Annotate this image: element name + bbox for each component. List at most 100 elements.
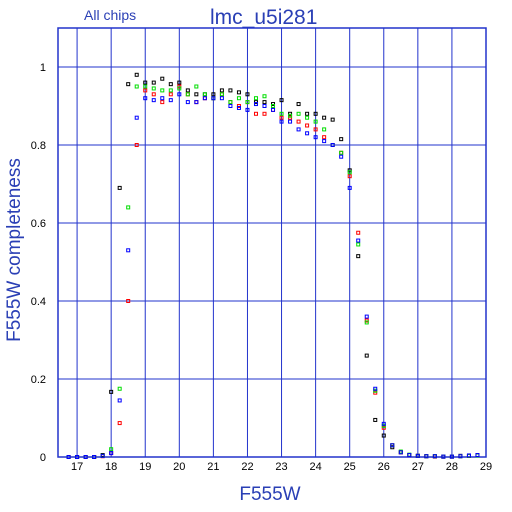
x-tick-label: 22 <box>241 461 253 473</box>
data-point <box>313 127 318 132</box>
data-point <box>126 205 131 210</box>
data-point <box>288 119 293 124</box>
data-point <box>168 88 173 93</box>
data-point <box>305 111 310 116</box>
data-point <box>160 96 165 101</box>
x-tick-label: 29 <box>480 461 492 473</box>
y-tick-label: 0.8 <box>31 140 46 152</box>
data-point <box>185 100 190 105</box>
data-point <box>134 72 139 77</box>
data-point <box>151 80 156 85</box>
data-point <box>126 82 131 87</box>
data-point <box>185 92 190 97</box>
data-point <box>117 421 122 426</box>
data-point <box>245 100 250 105</box>
data-point <box>236 96 241 101</box>
data-point <box>296 111 301 116</box>
data-point <box>356 230 361 235</box>
data-point <box>194 100 199 105</box>
data-point <box>143 96 148 101</box>
data-point <box>151 98 156 103</box>
data-point <box>356 238 361 243</box>
data-point <box>330 143 335 147</box>
data-point <box>313 111 318 116</box>
chart-subtitle: All chips <box>84 7 136 23</box>
data-point <box>415 453 420 458</box>
data-point <box>296 102 301 107</box>
data-point <box>279 98 284 103</box>
y-tick-label: 1 <box>40 62 46 74</box>
data-point <box>219 92 224 97</box>
data-point <box>160 88 165 93</box>
data-point <box>322 127 327 132</box>
data-point <box>100 453 105 458</box>
data-point <box>253 96 258 101</box>
x-tick-label: 26 <box>378 461 390 473</box>
data-point <box>322 115 327 120</box>
data-point <box>262 94 267 99</box>
x-axis-label: F555W <box>239 484 300 505</box>
data-point <box>381 433 386 438</box>
data-point <box>245 107 250 112</box>
data-point <box>253 111 258 116</box>
data-point <box>432 454 437 459</box>
data-point <box>262 100 267 105</box>
data-point <box>228 88 233 93</box>
data-point <box>364 314 369 319</box>
data-point <box>398 450 403 455</box>
data-point <box>219 96 224 101</box>
x-tick-label: 27 <box>412 461 424 473</box>
data-point <box>296 127 301 132</box>
data-point <box>253 102 258 107</box>
data-point <box>177 92 182 97</box>
data-point <box>151 86 156 91</box>
x-tick-label: 20 <box>173 461 185 473</box>
data-point <box>339 154 344 159</box>
data-point <box>117 185 122 190</box>
x-tick-label: 18 <box>105 461 117 473</box>
data-point <box>339 150 344 155</box>
data-point <box>347 174 352 179</box>
data-point <box>83 455 88 459</box>
data-point <box>202 96 207 101</box>
data-point <box>407 453 412 458</box>
data-point <box>424 454 429 459</box>
x-tick-label: 19 <box>139 461 151 473</box>
data-point <box>279 111 284 116</box>
data-point <box>177 80 182 85</box>
data-point <box>364 353 369 358</box>
data-point <box>339 137 344 142</box>
data-point <box>330 117 335 122</box>
y-tick-label: 0 <box>40 452 46 464</box>
data-point <box>168 98 173 103</box>
plot-frame <box>57 27 487 458</box>
data-point <box>168 82 173 87</box>
data-point <box>177 86 182 91</box>
y-axis-label: F555W completeness <box>4 158 25 342</box>
data-point <box>66 455 71 459</box>
data-point <box>322 139 327 144</box>
x-tick-label: 17 <box>71 461 83 473</box>
data-point <box>322 135 327 140</box>
data-point <box>271 107 276 112</box>
data-point <box>219 88 224 93</box>
data-point <box>211 92 216 97</box>
data-point <box>211 96 216 101</box>
data-point <box>381 421 386 426</box>
data-point <box>466 453 471 458</box>
data-point <box>143 84 148 89</box>
data-point <box>160 100 165 105</box>
data-point <box>356 242 361 247</box>
chart-title: lmc_u5i281 <box>210 6 317 29</box>
data-point <box>228 104 233 108</box>
x-tick-label: 25 <box>344 461 356 473</box>
data-point <box>475 453 480 458</box>
y-tick-label: 0.4 <box>31 296 46 308</box>
data-point <box>262 111 267 116</box>
data-point <box>194 84 199 89</box>
data-point <box>109 389 114 394</box>
y-tick-label: 0.2 <box>31 374 46 386</box>
data-point <box>151 92 156 97</box>
data-point <box>134 84 139 89</box>
